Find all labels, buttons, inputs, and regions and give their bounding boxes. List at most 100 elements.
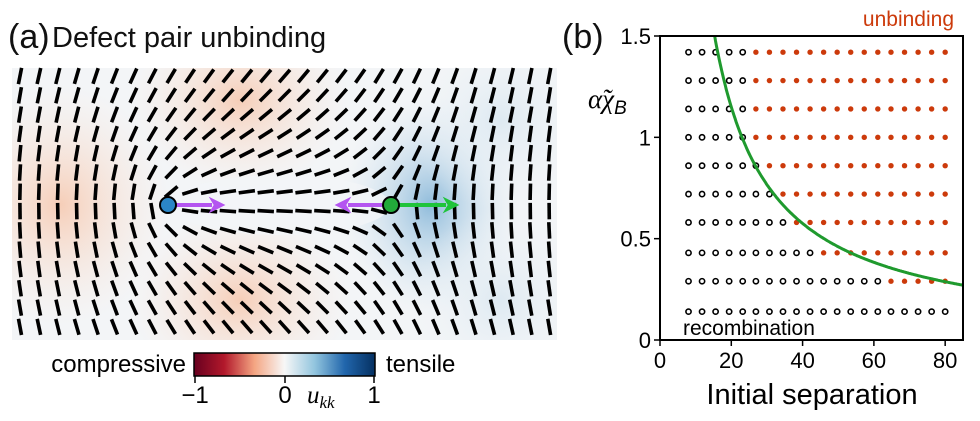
- director-segment: [74, 222, 80, 239]
- director-segment: [257, 168, 275, 177]
- recombination-point: [739, 105, 747, 113]
- director-segment: [392, 67, 404, 85]
- director-segment: [507, 67, 516, 85]
- recombination-point: [685, 277, 692, 285]
- director-segment: [239, 300, 254, 315]
- recombination-point: [698, 105, 706, 113]
- director-segment: [315, 319, 330, 335]
- recombination-point: [712, 133, 720, 141]
- director-segment: [36, 144, 42, 162]
- unbinding-point: [888, 191, 894, 197]
- director-segment: [470, 241, 477, 259]
- recombination-point: [833, 277, 841, 285]
- unbinding-point: [834, 49, 840, 55]
- director-segment: [221, 87, 235, 103]
- recombination-point: [685, 48, 692, 56]
- director-segment: [489, 241, 496, 259]
- unbinding-point: [928, 49, 935, 55]
- director-segment: [54, 318, 62, 336]
- recombination-point: [739, 308, 747, 316]
- director-segment: [93, 183, 98, 201]
- director-segment: [92, 144, 100, 162]
- unbinding-point: [888, 134, 894, 141]
- colorbar-variable-label: ukk: [307, 382, 335, 412]
- director-segment: [164, 126, 178, 142]
- recombination-point: [739, 219, 747, 226]
- director-segment: [239, 281, 255, 295]
- director-segment: [295, 127, 312, 140]
- unbinding-point: [820, 134, 827, 141]
- director-segment: [411, 280, 423, 297]
- director-segment: [72, 106, 81, 123]
- director-segment: [54, 86, 62, 104]
- recombination-point: [698, 308, 706, 316]
- unbinding-point: [888, 77, 894, 84]
- recombination-point: [712, 219, 720, 226]
- director-segment: [334, 319, 348, 335]
- director-segment: [545, 67, 553, 85]
- director-segment: [91, 279, 100, 297]
- minus-half-defect-marker: [382, 196, 400, 214]
- unbinding-point: [766, 134, 773, 141]
- director-segment: [257, 208, 275, 214]
- recombination-point: [698, 162, 706, 170]
- director-segment: [489, 125, 496, 143]
- unbinding-point: [875, 134, 881, 141]
- director-segment: [91, 67, 100, 85]
- director-segment: [182, 262, 198, 276]
- unbinding-point: [942, 134, 948, 141]
- director-segment: [257, 226, 275, 234]
- director-segment: [165, 106, 178, 123]
- director-segment: [110, 279, 119, 297]
- director-segment: [257, 189, 275, 195]
- director-segment: [182, 224, 199, 236]
- director-segment: [219, 244, 237, 255]
- director-segment: [527, 144, 533, 162]
- director-segment: [450, 125, 459, 143]
- director-segment: [146, 299, 158, 316]
- director-segment: [202, 107, 216, 122]
- unbinding-point: [888, 163, 894, 169]
- recombination-annotation: recombination: [683, 317, 815, 340]
- director-segment: [296, 300, 311, 315]
- director-segment: [91, 125, 100, 143]
- x-tick-label: 80: [933, 348, 957, 373]
- recombination-point: [725, 48, 733, 56]
- director-segment: [546, 125, 552, 143]
- director-segment: [110, 125, 119, 143]
- unbinding-point: [875, 163, 881, 169]
- director-segment: [73, 241, 80, 259]
- director-segment: [258, 88, 273, 103]
- director-segment: [200, 225, 218, 235]
- director-segment: [73, 144, 80, 162]
- director-segment: [17, 144, 23, 162]
- director-segment: [55, 183, 60, 201]
- unbinding-point: [766, 77, 773, 84]
- director-segment: [372, 261, 386, 277]
- plus-half-defect-marker: [159, 196, 177, 214]
- recombination-point: [725, 308, 733, 316]
- unbinding-point: [928, 106, 935, 112]
- recombination-point: [712, 77, 720, 84]
- director-segment: [431, 241, 441, 259]
- director-segment: [490, 222, 495, 239]
- unbinding-point: [942, 77, 948, 84]
- director-segment: [182, 166, 198, 179]
- director-segment: [72, 67, 81, 85]
- recombination-point: [698, 219, 706, 226]
- recombination-point: [820, 308, 828, 316]
- director-segment: [128, 318, 139, 336]
- recombination-point: [685, 133, 692, 141]
- director-segment: [128, 260, 139, 278]
- director-field-panel: compressive tensile −1 0 1 ukk: [12, 67, 557, 412]
- director-segment: [258, 319, 273, 335]
- unbinding-point: [793, 191, 800, 197]
- director-segment: [183, 126, 198, 142]
- unbinding-point: [834, 250, 840, 256]
- recombination-point: [806, 249, 814, 257]
- director-segment: [238, 168, 256, 177]
- recombination-point: [752, 277, 760, 285]
- director-segment: [238, 226, 256, 235]
- director-segment: [111, 164, 118, 181]
- director-segment: [546, 86, 553, 104]
